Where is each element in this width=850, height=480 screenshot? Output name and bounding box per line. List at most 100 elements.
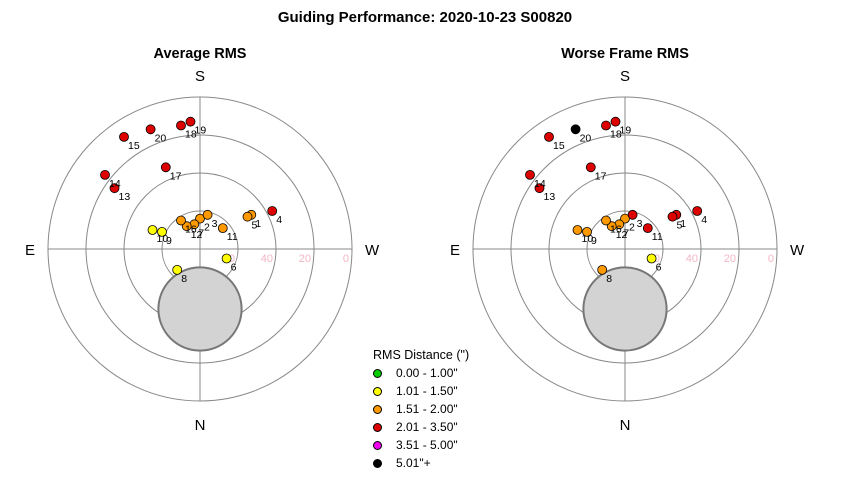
data-point xyxy=(544,131,554,142)
point-label: 16 xyxy=(185,224,197,236)
ring-label: 40 xyxy=(261,253,273,265)
data-point xyxy=(610,116,621,127)
data-point xyxy=(172,264,183,275)
center-disc xyxy=(582,266,668,352)
main-title: Guiding Performance: 2020-10-23 S00820 xyxy=(277,9,573,26)
data-point xyxy=(242,211,253,222)
ring-label: 0 xyxy=(343,253,349,265)
data-point xyxy=(147,225,158,235)
point-label: 15 xyxy=(128,140,140,152)
data-point xyxy=(572,225,583,235)
point-label: 4 xyxy=(701,214,707,226)
point-label: 18 xyxy=(185,129,197,141)
legend-label: 1.51 - 2.00" xyxy=(396,402,458,416)
point-label: 8 xyxy=(181,273,187,285)
point-label: 14 xyxy=(534,178,546,190)
point-label: 19 xyxy=(195,125,207,137)
direction-label-top: S xyxy=(620,68,630,85)
polar-chart-worse-frame-rms: 6040200Worse Frame RMSSNEW12345678910111… xyxy=(450,46,805,434)
polar-chart-average-rms: 6040200Average RMSSNEW123456789101112131… xyxy=(25,46,380,434)
legend-item: 1.51 - 2.00" xyxy=(370,400,500,418)
data-point xyxy=(585,162,596,173)
ring-label: 40 xyxy=(686,253,698,265)
data-point xyxy=(601,120,611,131)
legend-label: 3.51 - 5.00" xyxy=(396,438,458,452)
point-label: 17 xyxy=(595,170,607,182)
point-label: 5 xyxy=(252,220,258,232)
legend-label: 1.01 - 1.50" xyxy=(396,384,458,398)
data-point xyxy=(692,206,703,216)
point-label: 6 xyxy=(231,262,237,274)
point-label: 3 xyxy=(212,218,218,230)
data-point xyxy=(217,223,228,234)
data-point xyxy=(145,124,156,135)
data-point xyxy=(160,162,171,173)
point-label: 15 xyxy=(553,140,565,152)
point-label: 12 xyxy=(616,229,628,241)
legend-label: 0.00 - 1.00" xyxy=(396,366,458,380)
ring-label: 0 xyxy=(768,253,774,265)
point-label: 11 xyxy=(652,231,663,243)
legend-title: RMS Distance (") xyxy=(373,348,470,362)
legend-label: 2.01 - 3.50" xyxy=(396,420,458,434)
point-label: 10 xyxy=(582,233,594,245)
data-point xyxy=(534,183,545,194)
point-label: 9 xyxy=(591,235,597,247)
legend-swatch xyxy=(373,440,382,450)
data-point xyxy=(667,211,678,222)
point-label: 4 xyxy=(276,214,282,226)
point-label: 12 xyxy=(191,229,203,241)
data-point xyxy=(525,169,535,180)
data-point xyxy=(267,206,278,216)
point-label: 3 xyxy=(637,218,643,230)
legend-item: 0.00 - 1.00" xyxy=(370,364,500,382)
direction-label-top: S xyxy=(195,68,205,85)
point-label: 6 xyxy=(656,262,662,274)
point-label: 20 xyxy=(580,132,592,144)
legend-item: 5.01"+ xyxy=(370,454,500,472)
legend: RMS Distance (") 0.00 - 1.00" 1.01 - 1.5… xyxy=(370,348,500,472)
direction-label-left: E xyxy=(450,242,460,259)
data-point xyxy=(109,183,120,194)
legend-swatch xyxy=(373,458,382,468)
point-label: 1 xyxy=(255,218,261,230)
data-point xyxy=(157,226,167,237)
legend-swatch xyxy=(373,404,382,414)
direction-label-left: E xyxy=(25,242,35,259)
data-point xyxy=(221,253,232,264)
point-label: 19 xyxy=(620,125,632,137)
legend-item: 2.01 - 3.50" xyxy=(370,418,500,436)
data-point xyxy=(646,253,657,264)
point-label: 5 xyxy=(677,220,683,232)
point-label: 8 xyxy=(606,273,612,285)
point-label: 14 xyxy=(109,178,121,190)
data-point xyxy=(597,264,608,275)
direction-label-right: W xyxy=(790,242,805,259)
data-point xyxy=(627,209,638,220)
legend-item: 1.01 - 1.50" xyxy=(370,382,500,400)
data-point xyxy=(601,215,611,226)
direction-label-bottom: N xyxy=(195,417,206,434)
legend-swatch xyxy=(373,386,382,396)
point-label: 10 xyxy=(157,233,169,245)
point-label: 16 xyxy=(610,224,622,236)
point-label: 7 xyxy=(198,227,204,239)
data-point xyxy=(185,116,196,127)
data-point xyxy=(176,120,186,131)
data-point xyxy=(119,131,129,142)
data-point xyxy=(582,226,592,237)
legend-label: 5.01"+ xyxy=(396,456,431,470)
data-point xyxy=(100,169,110,180)
point-label: 2 xyxy=(204,222,210,234)
center-disc xyxy=(157,266,243,352)
legend-swatch xyxy=(373,422,382,432)
point-label: 11 xyxy=(227,231,238,243)
data-point xyxy=(202,209,213,220)
point-label: 17 xyxy=(170,170,182,182)
chart-subtitle: Average RMS xyxy=(154,46,247,62)
point-label: 20 xyxy=(155,132,167,144)
data-point xyxy=(176,215,186,226)
legend-item: 3.51 - 5.00" xyxy=(370,436,500,454)
legend-swatch xyxy=(373,368,382,378)
point-label: 9 xyxy=(166,235,172,247)
